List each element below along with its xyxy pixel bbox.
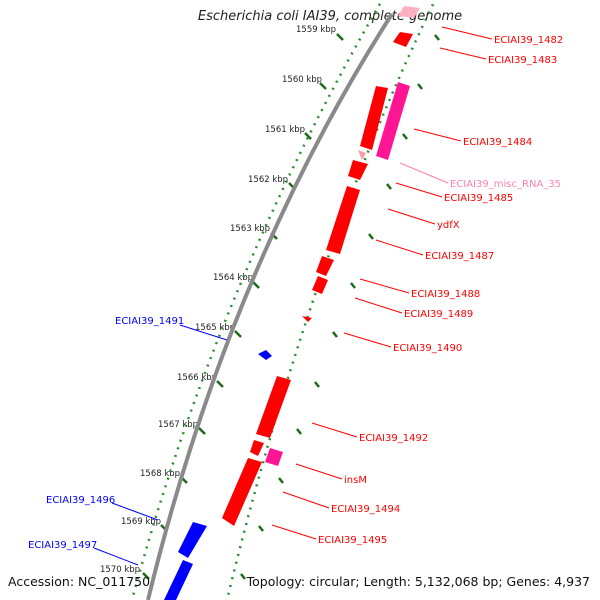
leader-line — [375, 239, 424, 256]
inner-tick-mark — [368, 233, 374, 240]
feature-layer — [164, 6, 420, 600]
tick-mark — [252, 281, 260, 289]
feature-label: ECIAI39_misc_RNA_35 — [450, 179, 561, 190]
tick-label: 1561 kbp — [265, 125, 305, 135]
feature-label: ECIAI39_1488 — [411, 289, 480, 300]
leader-line — [359, 278, 410, 294]
inner-tick-mark — [240, 573, 246, 580]
tick-mark — [142, 572, 150, 580]
accession-text: Accession: NC_011750 — [8, 574, 151, 589]
feature-arrow — [256, 376, 291, 438]
tick-layer: 1559 kbp 1560 kbp 1561 kbp 1562 kbp 1563 kbp… — [100, 25, 440, 580]
feature-label: ECIAI39_1495 — [318, 535, 387, 546]
feature-arrow — [326, 186, 360, 254]
feature-arrow — [222, 458, 262, 526]
inner-tick-mark — [314, 381, 320, 388]
feature-arrow — [178, 522, 207, 558]
tick-mark — [216, 380, 224, 388]
leader-line — [413, 128, 462, 142]
tick-label: 1562 kbp — [248, 175, 288, 185]
leader-line — [395, 182, 443, 198]
feature-arrow — [316, 256, 334, 276]
leader-line — [399, 162, 449, 184]
leader-line — [282, 491, 330, 509]
feature-label: ECIAI39_1491 — [115, 316, 184, 327]
backbone-line — [146, 12, 394, 600]
inner-tick-mark — [417, 83, 423, 90]
inner-tick-mark — [386, 183, 392, 190]
leader-line — [111, 502, 159, 521]
feature-arrow — [312, 276, 328, 294]
feature-arrow — [265, 448, 283, 466]
tick-label: 1567 kbp — [158, 420, 198, 430]
backbone-layer — [130, 0, 437, 600]
feature-arrow — [360, 86, 388, 150]
tick-label: 1560 kbp — [282, 75, 322, 85]
genome-summary-text: Topology: circular; Length: 5,132,068 bp… — [246, 574, 590, 589]
map-title: Escherichia coli IAI39, complete genome — [197, 9, 463, 24]
leader-line — [343, 332, 392, 348]
leader-line — [179, 324, 228, 341]
tick-label: 1559 kbp — [296, 25, 336, 35]
tick-mark — [234, 330, 242, 338]
feature-arrow — [258, 350, 272, 360]
feature-label: ECIAI39_1496 — [46, 495, 115, 506]
feature-arrow — [302, 316, 312, 322]
feature-arrow — [250, 440, 264, 456]
tick-label: 1569 kbp — [121, 517, 161, 527]
tick-mark — [304, 132, 312, 140]
inner-tick-mark — [402, 133, 408, 140]
feature-label: ydfX — [437, 220, 460, 231]
tick-label: 1566 kbp — [177, 373, 217, 383]
tick-label: 1565 kbp — [195, 323, 235, 333]
leader-line — [271, 524, 317, 540]
tick-mark — [336, 33, 344, 41]
label-layer: ECIAI39_1482 ECIAI39_1483 ECIAI39_1484 ECIA… — [28, 26, 563, 566]
tick-mark — [319, 82, 327, 90]
inner-tick-mark — [434, 34, 440, 41]
feature-label: ECIAI39_1487 — [425, 251, 494, 262]
tick-label: 1568 kbp — [140, 469, 180, 479]
tick-mark — [198, 427, 206, 435]
inner-tick-mark — [332, 331, 338, 338]
feature-label: insM — [344, 475, 367, 486]
leader-line — [295, 463, 343, 480]
feature-label: ECIAI39_1494 — [331, 504, 400, 515]
inner-tick-mark — [258, 525, 264, 532]
leader-line — [93, 547, 139, 566]
leader-line — [387, 208, 436, 225]
feature-arrow — [358, 150, 366, 160]
tick-label: 1564 kbp — [213, 273, 253, 283]
tick-label: 1563 kbp — [230, 224, 270, 234]
feature-arrow — [398, 6, 420, 18]
leader-line — [354, 297, 403, 314]
feature-label: ECIAI39_1483 — [488, 55, 557, 66]
feature-label: ECIAI39_1489 — [404, 309, 473, 320]
feature-label: ECIAI39_1485 — [444, 193, 513, 204]
feature-arrow — [393, 32, 413, 47]
leader-line — [439, 47, 487, 60]
inner-tick-mark — [350, 282, 356, 289]
feature-arrow — [376, 82, 410, 160]
feature-label: ECIAI39_1482 — [494, 35, 563, 46]
inner-tick-mark — [278, 477, 284, 484]
leader-line — [441, 26, 493, 40]
tick-label: 1570 kbp — [100, 565, 140, 575]
leader-line — [311, 422, 358, 438]
feature-arrow — [164, 560, 193, 600]
feature-label: ECIAI39_1484 — [463, 137, 532, 148]
feature-arrow — [348, 160, 368, 180]
feature-label: ECIAI39_1490 — [393, 343, 462, 354]
feature-label: ECIAI39_1497 — [28, 540, 97, 551]
feature-label: ECIAI39_1492 — [359, 433, 428, 444]
inner-tick-mark — [296, 428, 302, 435]
